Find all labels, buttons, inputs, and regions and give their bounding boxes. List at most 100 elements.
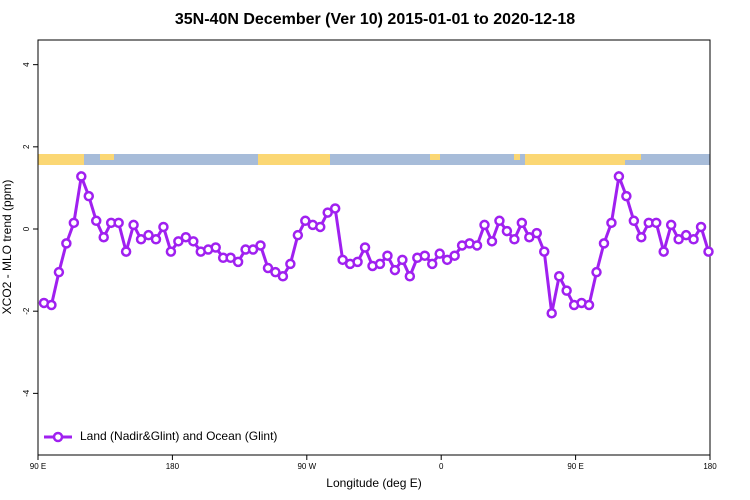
data-point xyxy=(300,215,311,227)
land-band xyxy=(100,154,114,160)
data-point xyxy=(494,215,505,227)
land-band xyxy=(625,154,641,160)
land-band xyxy=(430,154,440,160)
data-point xyxy=(150,234,162,245)
data-point xyxy=(143,229,154,241)
x-tick-label: 90 E xyxy=(567,462,583,471)
data-point xyxy=(598,238,610,249)
data-point xyxy=(546,307,557,319)
data-point xyxy=(591,266,602,278)
data-point xyxy=(404,271,416,282)
data-point xyxy=(538,246,550,257)
data-point xyxy=(61,238,72,249)
data-point xyxy=(188,236,199,247)
data-point xyxy=(120,246,132,257)
data-point xyxy=(434,248,445,259)
data-point xyxy=(322,207,333,218)
surface-band xyxy=(38,154,710,165)
data-point xyxy=(90,215,102,227)
plot-frame xyxy=(37,39,711,456)
data-point xyxy=(173,236,184,247)
data-point xyxy=(277,271,289,282)
data-point xyxy=(501,225,513,237)
y-tick-label: -2 xyxy=(22,307,31,315)
data-point xyxy=(382,250,393,261)
data-point xyxy=(113,217,124,229)
data-point xyxy=(680,229,692,241)
data-point xyxy=(53,266,65,278)
data-point xyxy=(359,242,371,253)
data-point xyxy=(374,258,386,270)
data-point xyxy=(292,229,304,241)
data-point xyxy=(270,266,281,278)
y-tick-label: 2 xyxy=(22,144,31,149)
data-point xyxy=(98,231,109,243)
data-point xyxy=(128,219,139,231)
data-point xyxy=(158,221,169,233)
data-point xyxy=(225,252,236,264)
data-point xyxy=(471,240,483,251)
x-tick-label: 90 E xyxy=(30,462,46,471)
data-point xyxy=(531,227,543,239)
y-tick-label: 4 xyxy=(22,62,31,67)
x-axis-label: Longitude (deg E) xyxy=(326,476,421,490)
x-tick-label: 180 xyxy=(703,462,717,471)
data-point xyxy=(389,264,401,276)
data-point xyxy=(628,215,640,227)
data-point xyxy=(180,231,192,243)
data-point xyxy=(135,234,147,245)
data-point xyxy=(285,258,296,270)
data-point xyxy=(314,221,326,233)
data-point xyxy=(583,299,595,311)
data-point xyxy=(606,217,617,229)
data-point xyxy=(516,217,528,229)
data-point xyxy=(703,246,714,257)
data-point xyxy=(524,231,535,243)
data-point xyxy=(479,219,490,231)
x-tick-label: 180 xyxy=(166,462,180,471)
data-point xyxy=(509,234,520,245)
data-point xyxy=(441,254,453,266)
data-point xyxy=(426,258,438,270)
data-point xyxy=(553,271,565,282)
data-point xyxy=(621,190,632,202)
legend-marker xyxy=(52,431,64,443)
data-point xyxy=(397,254,408,266)
data-point xyxy=(262,262,274,274)
y-tick-label: 0 xyxy=(22,226,31,231)
data-point xyxy=(68,217,80,229)
data-point xyxy=(247,244,259,255)
ocean-band xyxy=(38,154,710,165)
data-point xyxy=(650,217,662,229)
data-point xyxy=(613,171,625,182)
data-point xyxy=(255,240,266,251)
land-band xyxy=(514,154,520,160)
x-tick-label: 0 xyxy=(439,462,444,471)
data-point xyxy=(232,256,244,268)
data-point xyxy=(449,250,460,261)
land-band xyxy=(525,154,625,165)
data-point xyxy=(486,236,498,247)
x-tick-label: 90 W xyxy=(297,462,316,471)
data-point xyxy=(658,246,669,257)
data-point xyxy=(329,203,341,214)
data-point xyxy=(673,234,684,245)
data-point xyxy=(46,299,57,311)
data-point xyxy=(210,242,221,253)
data-point xyxy=(665,219,677,231)
y-axis-label: XCO2 - MLO trend (ppm) xyxy=(0,180,14,315)
data-point xyxy=(695,221,707,233)
data-point xyxy=(165,246,177,257)
data-point xyxy=(76,171,87,182)
data-point xyxy=(83,190,95,202)
data-point xyxy=(561,285,572,296)
data-point xyxy=(688,234,699,245)
data-point xyxy=(352,256,363,268)
data-point xyxy=(636,231,647,243)
data-point xyxy=(419,250,431,261)
y-tick-label: -4 xyxy=(22,389,31,397)
land-band xyxy=(258,154,330,165)
legend-label: Land (Nadir&Glint) and Ocean (Glint) xyxy=(80,429,277,443)
